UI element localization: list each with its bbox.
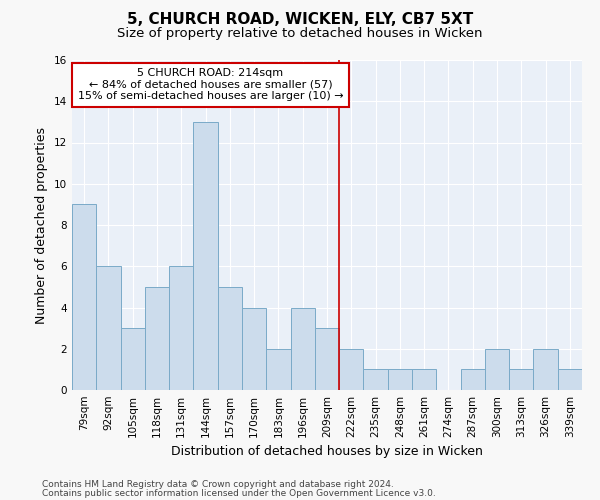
Bar xyxy=(96,266,121,390)
Bar xyxy=(145,287,169,390)
Bar xyxy=(412,370,436,390)
Bar xyxy=(339,349,364,390)
X-axis label: Distribution of detached houses by size in Wicken: Distribution of detached houses by size … xyxy=(171,446,483,458)
Bar xyxy=(315,328,339,390)
Bar xyxy=(266,349,290,390)
Bar xyxy=(193,122,218,390)
Bar xyxy=(72,204,96,390)
Bar xyxy=(242,308,266,390)
Text: 5, CHURCH ROAD, WICKEN, ELY, CB7 5XT: 5, CHURCH ROAD, WICKEN, ELY, CB7 5XT xyxy=(127,12,473,28)
Bar xyxy=(364,370,388,390)
Bar xyxy=(533,349,558,390)
Bar xyxy=(121,328,145,390)
Bar xyxy=(169,266,193,390)
Bar xyxy=(558,370,582,390)
Bar xyxy=(218,287,242,390)
Bar xyxy=(485,349,509,390)
Bar xyxy=(509,370,533,390)
Text: Contains HM Land Registry data © Crown copyright and database right 2024.: Contains HM Land Registry data © Crown c… xyxy=(42,480,394,489)
Y-axis label: Number of detached properties: Number of detached properties xyxy=(35,126,49,324)
Bar xyxy=(461,370,485,390)
Text: Size of property relative to detached houses in Wicken: Size of property relative to detached ho… xyxy=(117,28,483,40)
Text: 5 CHURCH ROAD: 214sqm
← 84% of detached houses are smaller (57)
15% of semi-deta: 5 CHURCH ROAD: 214sqm ← 84% of detached … xyxy=(77,68,343,102)
Bar xyxy=(388,370,412,390)
Bar xyxy=(290,308,315,390)
Text: Contains public sector information licensed under the Open Government Licence v3: Contains public sector information licen… xyxy=(42,489,436,498)
